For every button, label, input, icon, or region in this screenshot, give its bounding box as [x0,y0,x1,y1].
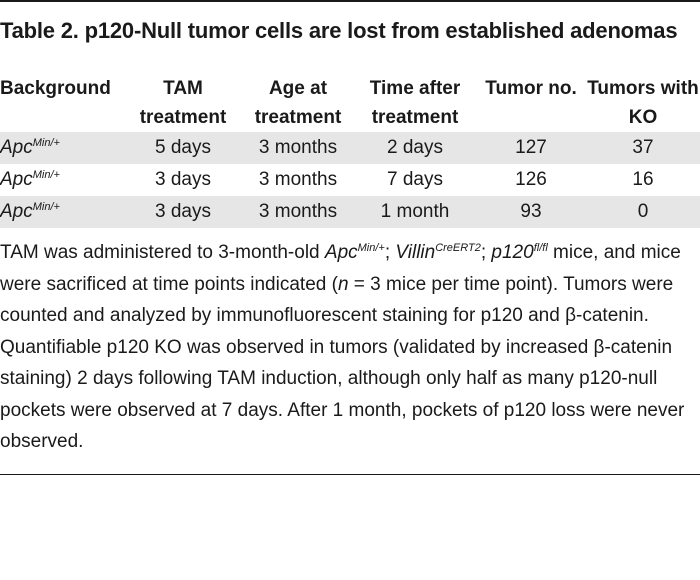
cell-tumor-no: 127 [476,132,586,164]
cell-tumor-no: 93 [476,196,586,228]
header-background: Background [0,78,111,99]
data-table: Background TAM treatment Age at treatment … [0,74,700,228]
header-tam-treatment: TAM treatment [139,78,227,128]
top-rule [0,0,700,2]
cell-tumors-with-ko: 0 [586,196,700,228]
cell-time-after-treatment: 1 month [354,196,476,228]
cell-age-at-treatment: 3 months [258,169,338,190]
cell-time-after-treatment: 7 days [387,169,443,190]
table-row: ApcMin/+ 3 days 3 months 1 month 93 0 [0,196,700,228]
table-row: ApcMin/+ 3 days 3 months 7 days 126 16 [0,164,700,196]
cell-tumors-with-ko: 37 [586,132,700,164]
cell-tam-treatment: 3 days [124,196,242,228]
cell-tumor-no: 126 [515,169,547,190]
cell-tam-treatment: 5 days [124,132,242,164]
header-row: Background TAM treatment Age at treatment … [0,74,700,132]
table-title: Table 2. p120-Null tumor cells are lost … [0,18,678,43]
header-tumors-with-ko: Tumors with KO [587,78,699,128]
cell-age-at-treatment: 3 months [242,132,354,164]
header-age-at-treatment: Age at treatment [254,78,342,128]
table-row: ApcMin/+ 5 days 3 months 2 days 127 37 [0,132,700,164]
table-footnote: TAM was administered to 3-month-old ApcM… [0,242,685,452]
cell-tam-treatment: 3 days [155,169,211,190]
header-tumor-no: Tumor no. [485,78,577,99]
cell-background: ApcMin/+ [0,169,60,190]
cell-background: ApcMin/+ [0,196,124,228]
cell-age-at-treatment: 3 months [242,196,354,228]
header-time-after-treatment: Time after treatment [369,78,461,128]
cell-time-after-treatment: 2 days [354,132,476,164]
cell-tumors-with-ko: 16 [632,169,654,190]
cell-background: ApcMin/+ [0,132,124,164]
bottom-rule [0,474,700,475]
